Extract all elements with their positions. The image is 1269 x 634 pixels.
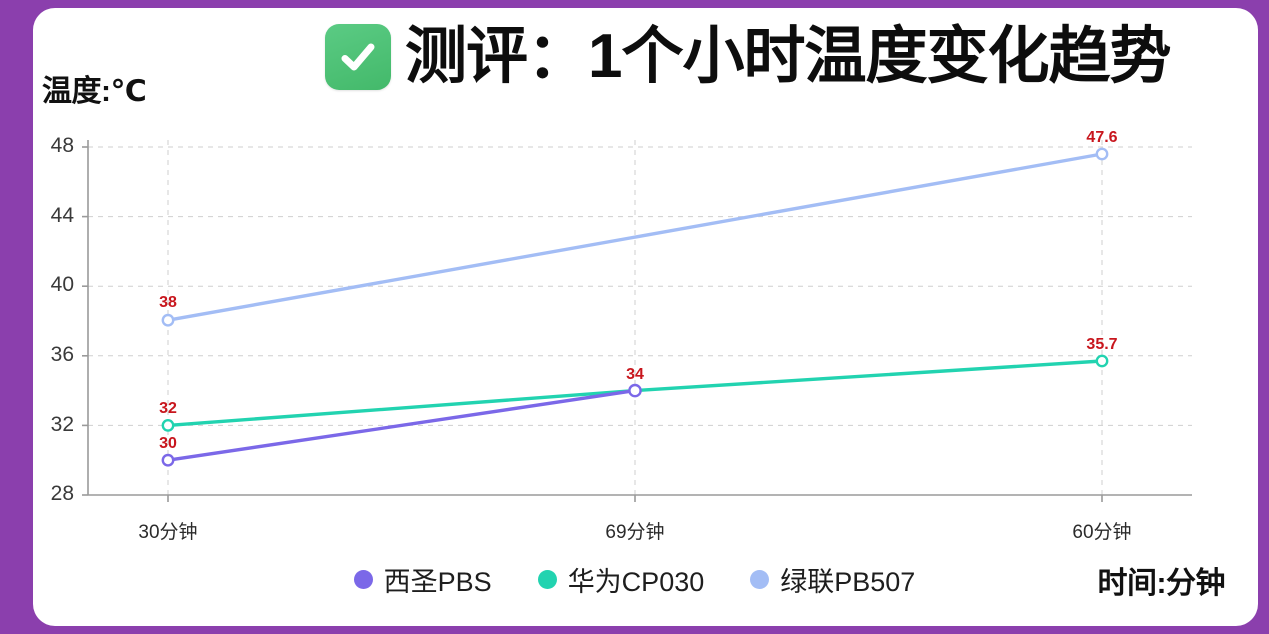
legend-label: 华为CP030 xyxy=(567,567,705,597)
legend-label: 绿联PB507 xyxy=(780,567,916,597)
x-tick-label-0: 30分钟 xyxy=(138,522,198,543)
page-title: 测评：1个小时温度变化趋势 xyxy=(405,22,1171,91)
data-label-blue-left: 38 xyxy=(159,294,177,311)
y-tick-label-36: 36 xyxy=(50,343,74,366)
legend-dot-icon xyxy=(537,570,557,589)
data-label-mid: 34 xyxy=(626,366,644,383)
green-check-icon xyxy=(325,24,391,90)
y-tick-label-28: 28 xyxy=(50,482,74,505)
x-tick-label-2: 60分钟 xyxy=(1072,522,1132,543)
chart-header: 测评：1个小时温度变化趋势 xyxy=(325,22,1171,91)
legend-item-huawei-cp030[interactable]: 华为CP030 xyxy=(537,560,705,599)
legend-item-xisheng-pbs[interactable]: 西圣PBS xyxy=(353,560,492,599)
y-tick-label-44: 44 xyxy=(50,204,74,227)
legend-dot-icon xyxy=(353,570,373,589)
x-axis-title: 时间:分钟 xyxy=(1097,567,1226,600)
y-tick-label-40: 40 xyxy=(50,273,74,296)
legend-label: 西圣PBS xyxy=(383,567,492,597)
y-axis-title: 温度:℃ xyxy=(42,75,147,108)
y-tick-label-48: 48 xyxy=(50,134,74,157)
chart-legend: 西圣PBS 华为CP030 绿联PB507 xyxy=(0,560,1269,599)
data-label-blue-right: 47.6 xyxy=(1086,129,1118,146)
data-label-purple-left: 30 xyxy=(159,435,177,452)
x-tick-label-1: 69分钟 xyxy=(605,522,665,543)
legend-dot-icon xyxy=(750,570,770,589)
data-label-teal-right: 35.7 xyxy=(1086,336,1118,353)
data-label-teal-left: 32 xyxy=(159,400,177,417)
legend-item-lvlian-pb507[interactable]: 绿联PB507 xyxy=(750,560,915,599)
y-tick-label-32: 32 xyxy=(50,413,74,436)
